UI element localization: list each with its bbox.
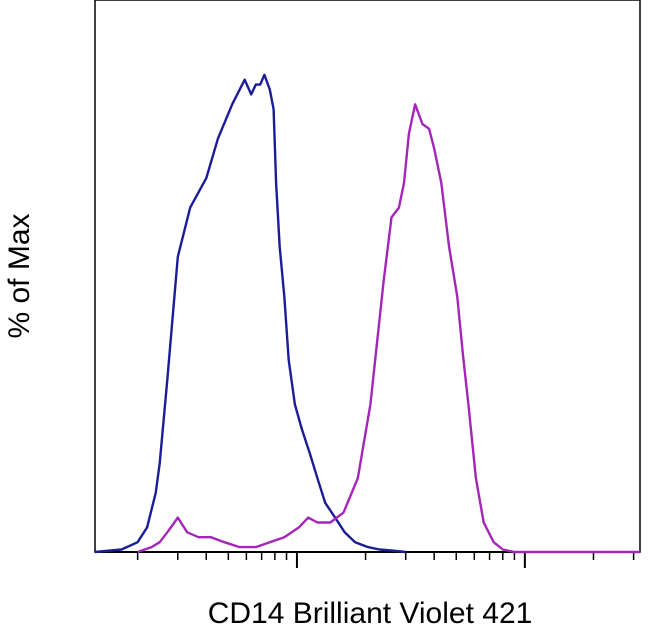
series-line-1 bbox=[94, 73, 406, 554]
series-layer bbox=[94, 73, 640, 554]
series-line-2 bbox=[137, 103, 640, 554]
y-axis-label: % of Max bbox=[3, 213, 36, 338]
x-axis-ticks bbox=[136, 552, 635, 568]
x-axis-label: CD14 Brilliant Violet 421 bbox=[208, 597, 533, 630]
plot-frame bbox=[94, 0, 641, 553]
